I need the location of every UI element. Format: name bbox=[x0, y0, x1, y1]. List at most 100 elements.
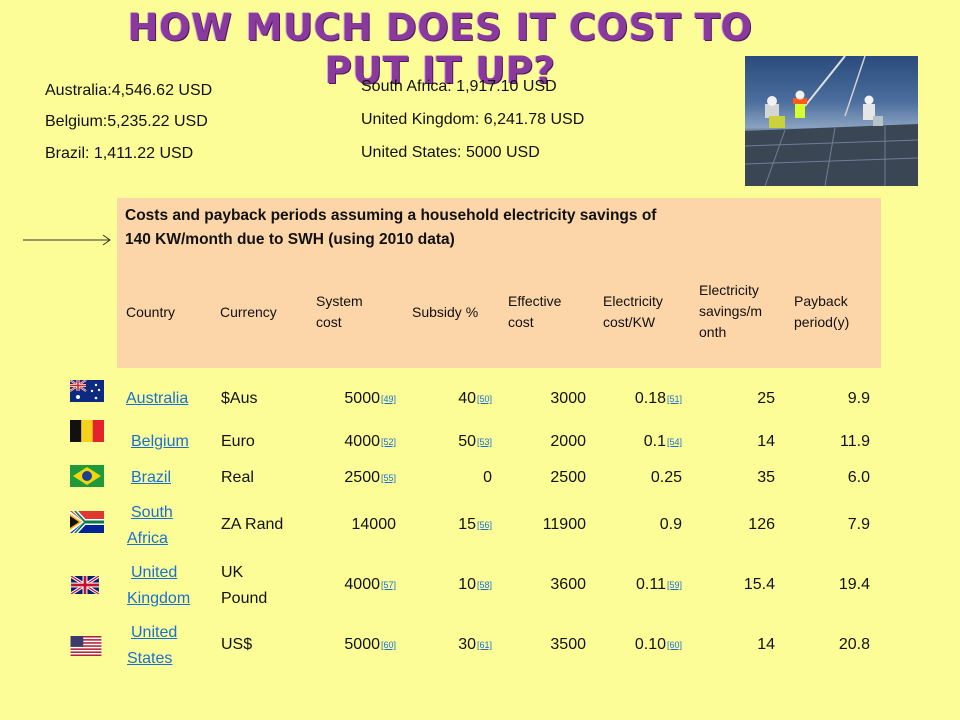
country-link-united-states[interactable]: United States bbox=[127, 620, 177, 672]
citation-link[interactable]: [60] bbox=[380, 640, 396, 650]
value: 5000 bbox=[344, 390, 380, 407]
cell-electricity-cost: 0.10[60] bbox=[586, 632, 682, 658]
country-name-line[interactable]: Kingdom bbox=[127, 586, 190, 612]
country-name-line[interactable]: United bbox=[127, 560, 190, 586]
currency-line: UK bbox=[221, 564, 244, 581]
south-africa-flag-icon bbox=[70, 511, 104, 533]
country-name-line[interactable]: Africa bbox=[127, 526, 173, 552]
cell-system-cost: 5000[49] bbox=[300, 386, 396, 412]
cell-payback: 19.4 bbox=[838, 576, 870, 593]
col-header-electricity-cost: Electricity cost/KW bbox=[603, 291, 663, 333]
country-name-line[interactable]: United bbox=[127, 620, 177, 646]
country-name[interactable]: South bbox=[131, 504, 173, 521]
col-header-text: cost bbox=[316, 314, 342, 330]
cell-effective-cost: 3500 bbox=[550, 636, 586, 653]
cell-effective-cost: 2500 bbox=[550, 469, 586, 486]
country-name[interactable]: Brazil bbox=[131, 469, 172, 486]
country-link-belgium[interactable]: Belgium bbox=[131, 429, 189, 455]
country-link-south-africa[interactable]: South Africa bbox=[127, 500, 173, 552]
cell-currency: $Aus bbox=[221, 390, 258, 407]
cost-brazil: Brazil: 1,411.22 USD bbox=[45, 145, 194, 162]
table-caption: Costs and payback periods assuming a hou… bbox=[125, 204, 765, 252]
country-name[interactable]: Australia bbox=[126, 390, 189, 407]
cell-payback: 7.9 bbox=[847, 516, 870, 533]
citation-link[interactable]: [53] bbox=[476, 437, 492, 447]
cell-subsidy: 0 bbox=[483, 469, 492, 486]
value: 2500 bbox=[344, 469, 380, 486]
value: 10 bbox=[458, 576, 476, 593]
cost-belgium: Belgium:5,235.22 USD bbox=[45, 113, 208, 130]
citation-link[interactable]: [49] bbox=[380, 394, 396, 404]
arrow-right-icon bbox=[23, 234, 111, 246]
citation-link[interactable]: [58] bbox=[476, 580, 492, 590]
col-header-text: Electricity bbox=[699, 282, 759, 298]
cell-savings: 35 bbox=[757, 469, 775, 486]
cell-system-cost: 4000[52] bbox=[300, 429, 396, 455]
value: 0.10 bbox=[634, 636, 666, 653]
cell-system-cost: 4000[57] bbox=[300, 572, 396, 598]
col-header-text: onth bbox=[699, 324, 727, 340]
currency-line: Pound bbox=[221, 590, 268, 607]
citation-link[interactable]: [59] bbox=[666, 580, 682, 590]
country-name[interactable]: Kingdom bbox=[127, 590, 191, 607]
citation-link[interactable]: [56] bbox=[476, 520, 492, 530]
cell-currency: Euro bbox=[221, 433, 255, 450]
col-header-text: savings/m bbox=[699, 303, 763, 319]
cell-savings: 15.4 bbox=[743, 576, 775, 593]
value: 0.18 bbox=[634, 390, 666, 407]
country-link-brazil[interactable]: Brazil bbox=[131, 465, 171, 491]
col-header-effective-cost: Effective cost bbox=[508, 291, 561, 333]
cell-payback: 6.0 bbox=[847, 469, 870, 486]
value: 5000 bbox=[344, 636, 380, 653]
country-name[interactable]: States bbox=[127, 650, 173, 667]
cell-currency: US$ bbox=[221, 636, 253, 653]
col-header-savings: Electricity savings/m onth bbox=[699, 280, 762, 343]
country-link-united-kingdom[interactable]: United Kingdom bbox=[127, 560, 190, 612]
citation-link[interactable]: [54] bbox=[666, 437, 682, 447]
cost-australia: Australia:4,546.62 USD bbox=[45, 82, 213, 99]
cell-system-cost: 14000 bbox=[351, 516, 397, 533]
country-name[interactable]: United bbox=[131, 624, 178, 641]
country-link-australia[interactable]: Australia bbox=[126, 386, 188, 412]
australia-flag-icon bbox=[70, 380, 104, 402]
table-header-box: Costs and payback periods assuming a hou… bbox=[117, 198, 881, 368]
cell-savings: 14 bbox=[757, 636, 775, 653]
cell-effective-cost: 3600 bbox=[550, 576, 586, 593]
cell-savings: 25 bbox=[757, 390, 775, 407]
col-header-text: cost bbox=[508, 314, 534, 330]
table-row: Belgium Euro 4000[52] 50[53] 2000 0.1[54… bbox=[0, 420, 960, 460]
col-header-text: Electricity bbox=[603, 293, 663, 309]
col-header-text: period(y) bbox=[794, 314, 850, 330]
united-states-flag-icon bbox=[70, 636, 102, 656]
citation-link[interactable]: [61] bbox=[476, 640, 492, 650]
table-row: Australia $Aus 5000[49] 40[50] 3000 0.18… bbox=[0, 380, 960, 420]
brazil-flag-icon bbox=[70, 465, 104, 487]
citation-link[interactable]: [52] bbox=[380, 437, 396, 447]
citation-link[interactable]: [51] bbox=[666, 394, 682, 404]
table-row: Brazil Real 2500[55] 0 2500 0.25 35 6.0 bbox=[0, 465, 960, 505]
value: 40 bbox=[458, 390, 476, 407]
country-name[interactable]: Belgium bbox=[131, 433, 189, 450]
citation-link[interactable]: [60] bbox=[666, 640, 682, 650]
cell-electricity-cost: 0.18[51] bbox=[586, 386, 682, 412]
value: 4000 bbox=[344, 576, 380, 593]
page-title: HOW MUCH DOES IT COST TO PUT IT UP? bbox=[127, 6, 753, 92]
table-row: United States US$ 5000[60] 30[61] 3500 0… bbox=[0, 620, 960, 672]
col-header-text: System bbox=[316, 293, 363, 309]
country-name-line[interactable]: States bbox=[127, 646, 177, 672]
cell-effective-cost: 2000 bbox=[550, 433, 586, 450]
citation-link[interactable]: [57] bbox=[380, 580, 396, 590]
cost-united-kingdom: United Kingdom: 6,241.78 USD bbox=[361, 111, 585, 128]
citation-link[interactable]: [55] bbox=[380, 473, 396, 483]
value: 4000 bbox=[344, 433, 380, 450]
workers-installing-panels-photo bbox=[745, 56, 918, 186]
belgium-flag-icon bbox=[70, 420, 104, 442]
country-name[interactable]: Africa bbox=[127, 530, 168, 547]
col-header-currency: Currency bbox=[220, 304, 277, 320]
value: 50 bbox=[458, 433, 476, 450]
value: 0.1 bbox=[643, 433, 666, 450]
united-kingdom-flag-icon bbox=[70, 576, 100, 594]
country-name-line[interactable]: South bbox=[127, 500, 173, 526]
citation-link[interactable]: [50] bbox=[476, 394, 492, 404]
country-name[interactable]: United bbox=[131, 564, 178, 581]
